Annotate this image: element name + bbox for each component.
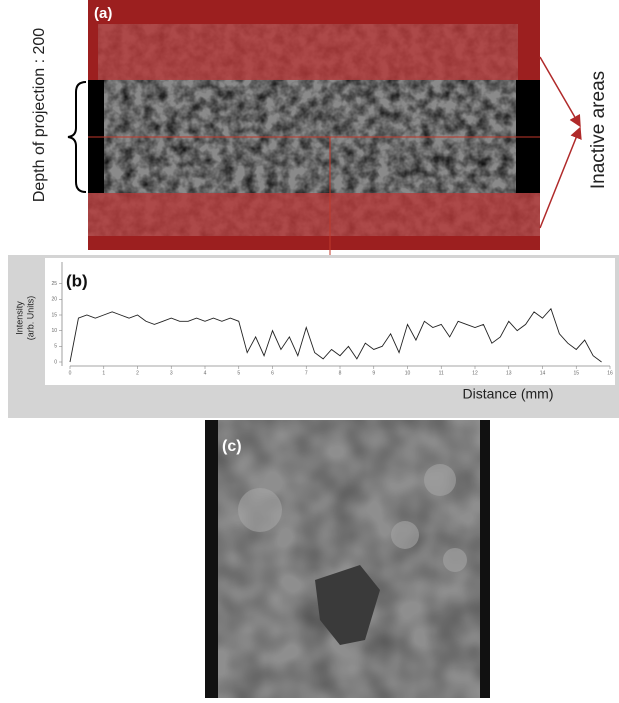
depth-label: Depth of projection : 200 [31,28,48,202]
x-tick-label: 1 [102,370,105,376]
x-tick-label: 2 [136,370,139,376]
x-tick-label: 14 [540,370,546,376]
overlay-border [88,236,540,250]
particle [424,464,456,496]
x-tick-label: 16 [607,370,613,376]
x-tick-label: 3 [170,370,173,376]
figure: (a) Depth of projection : 200 Inactive a… [0,0,619,698]
panel-c: (c) [205,420,490,698]
y-axis-title: (arb. Units) [25,296,35,341]
panel-label: (c) [222,438,242,455]
x-tick-label: 12 [472,370,478,376]
x-tick-label: 10 [405,370,411,376]
x-tick-label: 0 [69,370,72,376]
panel-a: (a) Depth of projection : 200 Inactive a… [31,0,609,283]
x-axis-title: Distance (mm) [462,386,553,402]
y-tick-label: 5 [54,344,57,350]
particle [391,521,419,549]
panel-b: (b) Intensity (arb. Units) Distance (mm)… [8,255,619,418]
x-tick-label: 5 [237,370,240,376]
y-axis-title: Intensity [14,301,24,335]
x-tick-label: 11 [439,370,444,376]
panel-label: (b) [66,271,88,290]
x-tick-label: 9 [372,370,375,376]
arrow [540,57,580,126]
y-tick-label: 0 [54,359,57,365]
overlay-border [88,0,540,24]
panel-label: (a) [94,5,112,22]
x-tick-label: 15 [573,370,579,376]
y-tick-label: 10 [51,328,57,334]
x-tick-label: 4 [204,370,207,376]
brace [68,82,86,192]
overlay-border [518,0,540,80]
x-tick-label: 13 [506,370,512,376]
arrow [540,128,580,228]
texture [218,420,480,698]
x-tick-label: 8 [339,370,342,376]
inactive-label: Inactive areas [588,71,609,189]
x-tick-label: 6 [271,370,274,376]
y-tick-label: 20 [51,297,57,303]
particle [238,488,282,532]
x-tick-label: 7 [305,370,308,376]
particle [443,548,467,572]
y-tick-label: 15 [51,312,57,318]
y-tick-label: 25 [51,281,57,287]
